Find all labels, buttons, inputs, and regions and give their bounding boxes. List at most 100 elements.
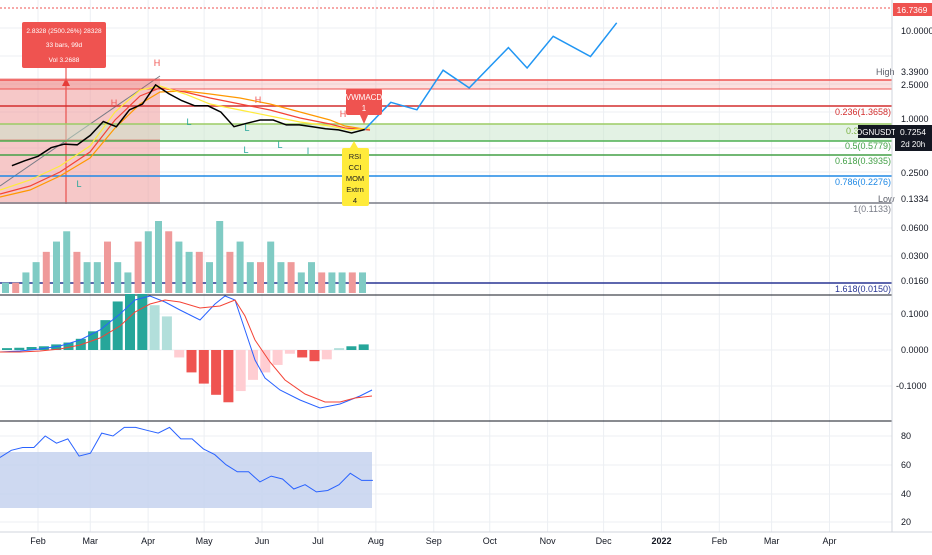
volume-bar bbox=[32, 262, 40, 293]
time-tick-11: 2022 bbox=[651, 536, 671, 546]
ma-line-slow bbox=[0, 90, 371, 198]
macd-histogram-bar bbox=[260, 350, 271, 373]
macd-signal-line bbox=[0, 299, 373, 403]
volume-bar bbox=[144, 231, 152, 293]
macd-line bbox=[0, 295, 373, 409]
volume-bar bbox=[308, 262, 315, 293]
volume-bar bbox=[359, 272, 366, 293]
symbol-tag-text: OGNUSDT bbox=[856, 128, 896, 137]
macd-histogram-bar bbox=[284, 350, 295, 354]
macd-histogram-bar bbox=[321, 350, 332, 360]
macd-tick-0: 0.0000 bbox=[901, 345, 929, 355]
price-line bbox=[11, 83, 365, 167]
volume-bar bbox=[22, 272, 30, 293]
swing-label-low-1: L bbox=[186, 117, 191, 127]
volume-bar bbox=[2, 282, 9, 293]
fib-label-05: 0.5(0.5779) bbox=[845, 141, 891, 151]
volume-bar bbox=[155, 221, 162, 293]
symbol-countdown-text: 2d 20h bbox=[901, 140, 925, 149]
volume-bar bbox=[124, 272, 132, 293]
volume-bar bbox=[12, 282, 20, 293]
macd-tick-0.1: 0.1000 bbox=[901, 309, 929, 319]
fib-top-band bbox=[0, 80, 892, 89]
vwmacd-label-line1: VWMACD bbox=[346, 93, 383, 102]
time-tick-13: Mar bbox=[764, 536, 780, 546]
time-tick-0: Feb bbox=[30, 536, 46, 546]
fib-label-0786: 0.786(0.2276) bbox=[835, 177, 891, 187]
volume-bar bbox=[216, 221, 224, 293]
volume-bar bbox=[236, 241, 244, 293]
volume-bar bbox=[338, 272, 346, 293]
macd-histogram-bar bbox=[334, 348, 345, 350]
swing-label-i: I bbox=[307, 146, 310, 156]
swing-labels: H H H H L L L L L I bbox=[76, 58, 346, 189]
fib-label-0618: 0.618(0.3935) bbox=[835, 156, 891, 166]
macd-histogram-bar bbox=[112, 301, 123, 350]
volume-bar bbox=[73, 251, 81, 293]
macd-histogram-bar bbox=[309, 350, 320, 362]
macd-histogram-bar bbox=[358, 344, 369, 350]
osc-label-line3: MOM bbox=[346, 174, 364, 183]
macd-histogram-bar bbox=[14, 347, 25, 350]
time-axis[interactable]: Feb Mar Apr May Jun Jul Aug Sep Oct Nov Dec 2022 Feb… bbox=[30, 536, 836, 546]
fib-label-partial: 0.3 bbox=[846, 126, 859, 136]
macd-histogram-bar bbox=[26, 347, 37, 350]
time-tick-3: May bbox=[196, 536, 214, 546]
high-value: 3.3900 bbox=[901, 67, 929, 77]
macd-histogram-bar bbox=[2, 348, 12, 350]
measure-info-box bbox=[22, 22, 106, 68]
measure-arrowhead bbox=[62, 78, 70, 86]
time-tick-1: Mar bbox=[83, 536, 99, 546]
fib-label-1: 1(0.1133) bbox=[853, 204, 891, 214]
volume-bar bbox=[257, 262, 264, 293]
macd-histogram-bar bbox=[186, 350, 197, 373]
volume-bar bbox=[185, 251, 193, 293]
volume-bar bbox=[42, 251, 50, 293]
time-tick-7: Sep bbox=[426, 536, 442, 546]
oscillator-divergence-label: RSI CCI MOM Extrn 4 bbox=[342, 141, 369, 206]
measure-info-line3: Vol 3.2688 bbox=[49, 57, 80, 64]
volume-bar bbox=[53, 241, 60, 293]
swing-label-low-5: L bbox=[244, 123, 249, 133]
macd-histogram-bar bbox=[211, 350, 222, 395]
swing-label-low-2: L bbox=[76, 179, 81, 189]
osc-label-line5: 4 bbox=[353, 196, 357, 205]
macd-histogram-bar bbox=[198, 350, 209, 384]
symbol-tag[interactable] bbox=[858, 125, 895, 138]
volume-bar bbox=[175, 241, 183, 293]
volume-bar bbox=[206, 262, 213, 293]
volume-tick-0.03: 0.0300 bbox=[901, 251, 929, 261]
time-tick-10: Dec bbox=[596, 536, 613, 546]
time-tick-5: Jul bbox=[312, 536, 324, 546]
price-axis[interactable]: 10.0000 2.5000 1.0000 0.2500 0.0600 0.03… bbox=[896, 26, 932, 527]
rsi-line bbox=[0, 426, 373, 493]
top-price-tag bbox=[893, 3, 932, 16]
ma-line-mid bbox=[0, 87, 371, 195]
rsi-tick-20: 20 bbox=[901, 517, 911, 527]
rsi-band bbox=[0, 452, 372, 508]
time-tick-12: Feb bbox=[712, 536, 728, 546]
low-label: Low bbox=[878, 194, 895, 204]
time-tick-2: Apr bbox=[141, 536, 155, 546]
volume-bar bbox=[328, 272, 336, 293]
volume-bar bbox=[134, 241, 142, 293]
volume-bar bbox=[277, 262, 285, 293]
time-tick-6: Aug bbox=[368, 536, 384, 546]
vwmacd-label-line2: 1 bbox=[362, 104, 367, 113]
macd-histogram-bar bbox=[174, 350, 185, 358]
macd-histogram bbox=[2, 294, 369, 403]
macd-histogram-bar bbox=[161, 316, 172, 350]
time-tick-9: Nov bbox=[540, 536, 557, 546]
macd-tick-minus-0.1: -0.1000 bbox=[896, 381, 927, 391]
rsi-tick-80: 80 bbox=[901, 431, 911, 441]
symbol-price-text: 0.7254 bbox=[900, 127, 926, 137]
swing-label-high-2: H bbox=[111, 98, 118, 108]
volume-bar bbox=[93, 262, 101, 293]
time-tick-8: Oct bbox=[483, 536, 498, 546]
swing-label-low-4: L bbox=[277, 140, 282, 150]
osc-label-line2: CCI bbox=[349, 163, 362, 172]
macd-histogram-bar bbox=[272, 350, 283, 365]
volume-bar bbox=[165, 231, 173, 293]
